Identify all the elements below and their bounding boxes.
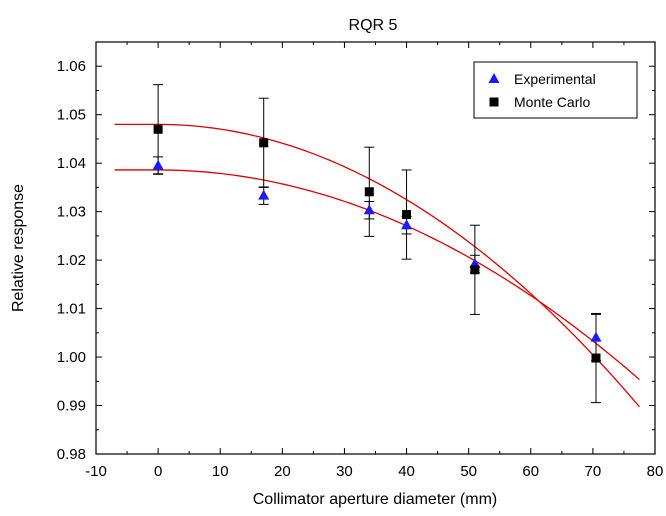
- x-tick-label: 50: [460, 463, 477, 480]
- x-tick-label: 40: [398, 463, 415, 480]
- monte-carlo-point: [591, 353, 601, 363]
- experimental-point: [152, 159, 164, 170]
- legend-marker-monte-carlo: [489, 97, 499, 107]
- fit-curve: [114, 169, 640, 381]
- y-tick-label: 0.99: [57, 398, 86, 415]
- fit-curve: [114, 123, 640, 408]
- experimental-point: [363, 204, 375, 215]
- x-tick-label: 70: [585, 463, 602, 480]
- fit-curves: [114, 123, 640, 408]
- experimental-point: [401, 219, 413, 230]
- x-tick-label: 60: [522, 463, 539, 480]
- x-tick-label: 10: [212, 463, 229, 480]
- x-tick-label: 80: [647, 463, 664, 480]
- monte-carlo-point: [153, 124, 163, 134]
- y-tick-label: 1.02: [57, 252, 86, 269]
- monte-carlo-point: [259, 138, 269, 148]
- chart-title: RQR 5: [349, 17, 398, 34]
- y-tick-label: 1.01: [57, 301, 86, 318]
- error-bars: [153, 84, 601, 404]
- legend-label: Experimental: [514, 71, 596, 87]
- y-tick-label: 1.06: [57, 58, 86, 75]
- legend-box: [473, 61, 638, 119]
- experimental-point: [590, 331, 602, 342]
- y-tick-label: 1.00: [57, 349, 86, 366]
- monte-carlo-point: [402, 210, 412, 220]
- y-axis-title: Relative response: [10, 184, 27, 312]
- x-tick-label: 0: [154, 463, 162, 480]
- legend-label: Monte Carlo: [514, 94, 590, 110]
- y-tick-label: 1.03: [57, 204, 86, 221]
- x-tick-label: -10: [85, 463, 107, 480]
- x-tick-label: 30: [336, 463, 353, 480]
- monte-carlo-point: [364, 187, 374, 197]
- legend: Experimental Monte Carlo: [473, 61, 638, 119]
- monte-carlo-point: [470, 265, 480, 275]
- y-tick-label: 1.04: [57, 155, 86, 172]
- experimental-point: [258, 189, 270, 200]
- x-axis-title: Collimator aperture diameter (mm): [253, 491, 498, 508]
- legend-marker-experimental: [488, 73, 500, 83]
- x-tick-label: 20: [274, 463, 291, 480]
- axis-ticks: -10 0 10 20 30 40 50 60 70 80 0.98 0.99 1.00 1.01 1.02…: [57, 42, 664, 480]
- y-tick-label: 0.98: [57, 446, 86, 463]
- y-tick-label: 1.05: [57, 107, 86, 124]
- data-markers: [152, 124, 602, 363]
